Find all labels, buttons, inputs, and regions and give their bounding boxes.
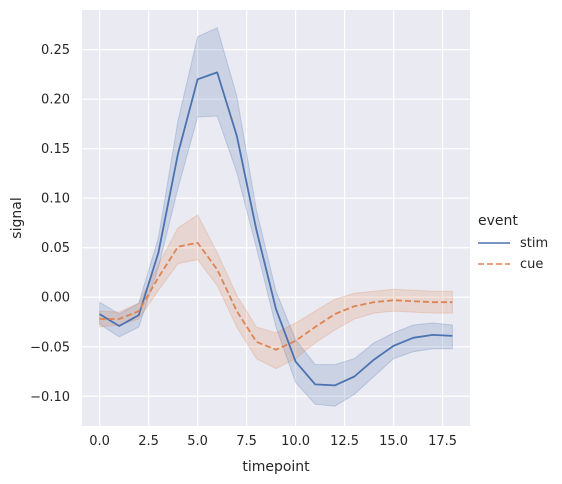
plot-background bbox=[82, 10, 470, 426]
y-tick-label: 0.00 bbox=[41, 291, 70, 306]
ci-band-stim bbox=[99, 27, 453, 407]
x-tick-label: 7.5 bbox=[236, 434, 257, 449]
y-tick-label: −0.10 bbox=[30, 390, 70, 405]
series-line-cue bbox=[99, 241, 453, 351]
legend-label-cue: cue bbox=[520, 257, 543, 272]
x-tick-labels: 0.0 2.5 5.0 7.5 10.0 12.5 15.0 17.5 bbox=[89, 434, 457, 449]
y-tick-label: 0.10 bbox=[41, 192, 70, 207]
x-tick-label: 0.0 bbox=[89, 434, 110, 449]
x-tick-label: 2.5 bbox=[138, 434, 159, 449]
y-tick-label: 0.25 bbox=[41, 43, 70, 58]
confidence-bands bbox=[99, 27, 453, 407]
series-lines bbox=[99, 71, 453, 387]
series-line-stim bbox=[99, 71, 453, 387]
x-tick-label: 17.5 bbox=[428, 434, 457, 449]
watermark-text: CSDN @沉住气CD bbox=[427, 459, 548, 475]
legend: event stim cue bbox=[478, 213, 548, 272]
x-tick-label: 15.0 bbox=[379, 434, 408, 449]
y-tick-label: −0.05 bbox=[30, 340, 70, 355]
y-tick-label: 0.20 bbox=[41, 93, 70, 108]
x-tick-label: 5.0 bbox=[187, 434, 208, 449]
x-tick-label: 10.0 bbox=[281, 434, 310, 449]
legend-label-stim: stim bbox=[520, 236, 548, 251]
y-tick-label: 0.05 bbox=[41, 241, 70, 256]
x-axis-label: timepoint bbox=[242, 459, 310, 475]
ci-band-cue bbox=[99, 214, 453, 370]
y-axis-label: signal bbox=[9, 197, 25, 238]
y-tick-labels: −0.10 −0.05 0.00 0.05 0.10 0.15 0.20 0.25 bbox=[30, 43, 70, 405]
x-tick-label: 12.5 bbox=[330, 434, 359, 449]
y-tick-label: 0.15 bbox=[41, 142, 70, 157]
legend-title: event bbox=[478, 213, 518, 229]
